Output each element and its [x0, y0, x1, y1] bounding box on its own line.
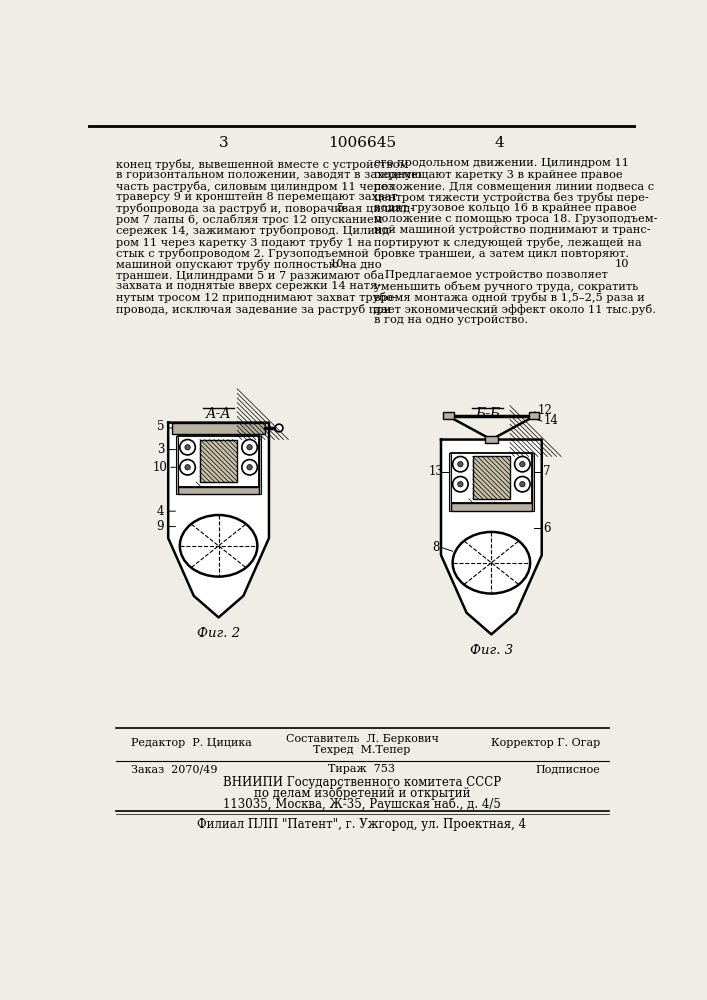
Text: по делам изобретений и открытий: по делам изобретений и открытий: [254, 787, 470, 800]
Text: трубопровода за раструб и, поворачивая цилинд-: трубопровода за раструб и, поворачивая ц…: [115, 203, 414, 214]
Text: 10: 10: [153, 461, 168, 474]
Text: Филиал ПЛП "Патент", г. Ужгород, ул. Проектная, 4: Филиал ПЛП "Патент", г. Ужгород, ул. Про…: [197, 818, 527, 831]
Circle shape: [247, 465, 252, 470]
Text: время монтажа одной трубы в 1,5–2,5 раза и: время монтажа одной трубы в 1,5–2,5 раза…: [373, 292, 644, 303]
Text: уменьшить объем ручного труда, сократить: уменьшить объем ручного труда, сократить: [373, 281, 638, 292]
Text: дает экономический эффект около 11 тыс.руб.: дает экономический эффект около 11 тыс.р…: [373, 304, 655, 315]
Text: 9: 9: [157, 520, 164, 533]
Text: Предлагаемое устройство позволяет: Предлагаемое устройство позволяет: [373, 270, 607, 280]
Text: Фиг. 3: Фиг. 3: [470, 644, 513, 657]
Circle shape: [520, 482, 525, 487]
Text: Тираж  753: Тираж 753: [329, 764, 395, 774]
Circle shape: [457, 482, 463, 487]
Text: 14: 14: [544, 414, 559, 427]
Circle shape: [180, 440, 195, 455]
Circle shape: [452, 477, 468, 492]
Ellipse shape: [180, 515, 257, 577]
Text: 7: 7: [544, 465, 551, 478]
Text: 13: 13: [428, 465, 443, 478]
Text: 113035, Москва, Ж-35, Раушская наб., д. 4/5: 113035, Москва, Ж-35, Раушская наб., д. …: [223, 798, 501, 811]
Text: ной машиной устройство поднимают и транс-: ной машиной устройство поднимают и транс…: [373, 225, 650, 235]
Circle shape: [452, 456, 468, 472]
Text: Заказ  2070/49: Заказ 2070/49: [131, 764, 218, 774]
Text: конец трубы, вывешенной вместе с устройством: конец трубы, вывешенной вместе с устройс…: [115, 158, 408, 169]
Text: часть раструба, силовым цилиндром 11 через: часть раструба, силовым цилиндром 11 чер…: [115, 181, 393, 192]
Text: 4: 4: [494, 136, 504, 150]
Ellipse shape: [452, 532, 530, 594]
Text: Редактор  Р. Цицика: Редактор Р. Цицика: [131, 738, 252, 748]
Text: его продольном движении. Цилиндром 11: его продольном движении. Цилиндром 11: [373, 158, 629, 168]
Text: 5: 5: [337, 203, 344, 213]
Text: захвата и поднятые вверх сережки 14 натя-: захвата и поднятые вверх сережки 14 натя…: [115, 281, 380, 291]
Text: ром 7 лапы 6, ослабляя трос 12 опусканием: ром 7 лапы 6, ослабляя трос 12 опускание…: [115, 214, 382, 225]
Text: провода, исключая задевание за раструб при: провода, исключая задевание за раструб п…: [115, 304, 391, 315]
Bar: [443, 412, 454, 419]
Bar: [529, 412, 539, 419]
Circle shape: [520, 461, 525, 467]
Text: портируют к следующей трубе, лежащей на: портируют к следующей трубе, лежащей на: [373, 237, 641, 248]
Text: сережек 14, зажимают трубопровод. Цилинд-: сережек 14, зажимают трубопровод. Цилинд…: [115, 225, 393, 236]
Text: в горизонтальном положении, заводят в заходную: в горизонтальном положении, заводят в за…: [115, 170, 421, 180]
Text: Фиг. 2: Фиг. 2: [197, 627, 240, 640]
Text: перемещают каретку 3 в крайнее правое: перемещают каретку 3 в крайнее правое: [373, 170, 622, 180]
Text: 3: 3: [157, 443, 164, 456]
Circle shape: [515, 477, 530, 492]
Text: ром 11 через каретку 3 подают трубу 1 на: ром 11 через каретку 3 подают трубу 1 на: [115, 237, 371, 248]
Text: Б-Б: Б-Б: [475, 407, 500, 421]
Text: положение с помощью троса 18. Грузоподъем-: положение с помощью троса 18. Грузоподъе…: [373, 214, 657, 224]
Circle shape: [242, 440, 257, 455]
Text: 5: 5: [157, 420, 164, 433]
Text: 12: 12: [538, 404, 553, 417]
Text: Составитель  Л. Беркович: Составитель Л. Беркович: [286, 734, 438, 744]
Text: стык с трубопроводом 2. Грузоподъемной: стык с трубопроводом 2. Грузоподъемной: [115, 248, 368, 259]
Text: 6: 6: [544, 522, 551, 535]
Text: в год на одно устройство.: в год на одно устройство.: [373, 315, 527, 325]
Text: Корректор Г. Огар: Корректор Г. Огар: [491, 738, 600, 748]
Circle shape: [180, 460, 195, 475]
Text: машиной опускают трубу полностью на дно: машиной опускают трубу полностью на дно: [115, 259, 381, 270]
Text: нутым тросом 12 приподнимают захват трубо-: нутым тросом 12 приподнимают захват труб…: [115, 292, 397, 303]
Circle shape: [185, 465, 190, 470]
Text: центром тяжести устройства без трубы пере-: центром тяжести устройства без трубы пер…: [373, 192, 648, 203]
Text: 10: 10: [329, 259, 344, 269]
Circle shape: [185, 445, 190, 450]
Text: бровке траншеи, а затем цикл повторяют.: бровке траншеи, а затем цикл повторяют.: [373, 248, 629, 259]
Circle shape: [515, 456, 530, 472]
Text: положение. Для совмещения линии подвеса с: положение. Для совмещения линии подвеса …: [373, 181, 654, 191]
Bar: [178, 436, 259, 487]
Text: траншеи. Цилиндрами 5 и 7 разжимают оба: траншеи. Цилиндрами 5 и 7 разжимают оба: [115, 270, 384, 281]
Circle shape: [242, 460, 257, 475]
Bar: [178, 487, 259, 494]
Bar: [176, 436, 178, 494]
Bar: [473, 456, 510, 499]
Bar: [172, 423, 265, 434]
Bar: [485, 436, 498, 443]
Text: 10: 10: [615, 259, 629, 269]
Bar: [451, 453, 532, 503]
Text: водят грузовое кольцо 16 в крайнее правое: водят грузовое кольцо 16 в крайнее право…: [373, 203, 636, 213]
Text: 1006645: 1006645: [328, 136, 396, 150]
Bar: [259, 436, 261, 494]
Text: ВНИИПИ Государственного комитета СССР: ВНИИПИ Государственного комитета СССР: [223, 776, 501, 789]
Bar: [200, 440, 237, 482]
Circle shape: [457, 461, 463, 467]
Bar: [451, 503, 532, 511]
Text: Техред  М.Тепер: Техред М.Тепер: [313, 745, 411, 755]
Text: А-А: А-А: [206, 407, 231, 421]
Bar: [532, 453, 534, 511]
Text: траверсу 9 и кронштейн 8 перемещают захват: траверсу 9 и кронштейн 8 перемещают захв…: [115, 192, 397, 202]
Polygon shape: [168, 423, 269, 617]
Text: 3: 3: [219, 136, 229, 150]
Circle shape: [275, 424, 283, 432]
Circle shape: [247, 445, 252, 450]
Bar: [449, 453, 451, 511]
Text: Подписное: Подписное: [535, 764, 600, 774]
Polygon shape: [441, 440, 542, 634]
Text: 8: 8: [432, 541, 439, 554]
Text: 4: 4: [157, 505, 164, 518]
